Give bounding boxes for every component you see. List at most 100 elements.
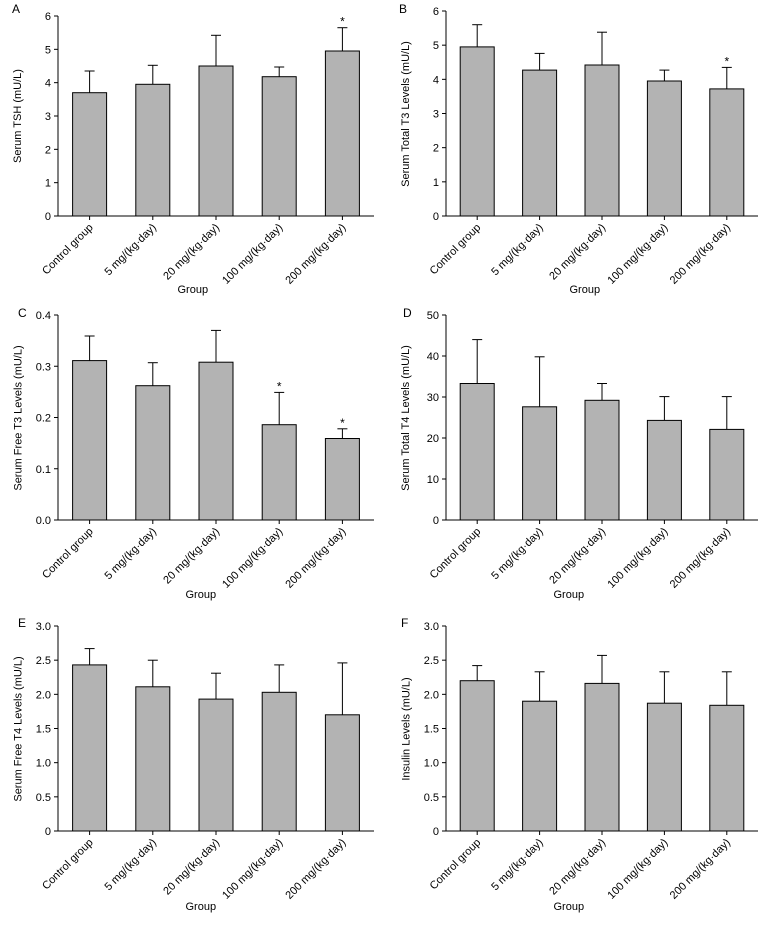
bar (709, 704, 745, 832)
y-tick-label: 0.1 (36, 464, 51, 476)
bar (646, 702, 682, 832)
x-tick-label: 5 mg/(kg·day) (102, 526, 158, 582)
panel-letter: A (12, 2, 21, 16)
bar (261, 424, 297, 521)
y-tick-label: 1 (433, 177, 439, 189)
bar (459, 680, 495, 832)
y-tick-label: 20 (427, 433, 439, 445)
panel-letter: F (401, 616, 409, 630)
y-tick-label: 30 (427, 392, 439, 404)
panel-letter: E (18, 616, 27, 630)
y-tick-label: 1.0 (424, 758, 439, 770)
bar-chart-a: Control group 5 mg/(kg·day) 20 mg/(kg·day)… (40, 11, 374, 287)
x-tick-label: 200 mg/(kg·day) (283, 222, 348, 287)
x-tick-label: 20 mg/(kg·day) (547, 837, 608, 898)
y-tick-label: 4 (433, 74, 439, 86)
y-tick-label: 6 (433, 6, 439, 18)
bar (198, 65, 234, 217)
bar (135, 385, 171, 521)
y-tick-label: 2.0 (36, 689, 51, 701)
y-tick-label: 3.0 (424, 621, 439, 633)
bar (522, 406, 558, 521)
y-tick-label: 50 (427, 310, 439, 322)
y-tick-label: 0 (45, 826, 51, 838)
x-tick-label: Control group (40, 837, 96, 893)
y-tick-label: 1.5 (36, 724, 51, 736)
significance-marker: * (340, 15, 345, 29)
x-axis-label: Group (553, 589, 585, 601)
bar (135, 83, 171, 217)
x-tick-label: Control group (428, 837, 484, 893)
panel-e: E Serum Free T4 Levels (mU/L) Group Cont… (0, 610, 384, 927)
bar (72, 360, 108, 521)
bar (459, 46, 495, 217)
bar (522, 69, 558, 217)
x-axis-label: Group (177, 284, 209, 296)
y-tick-label: 5 (433, 40, 439, 52)
panel-a: A Serum TSH (mU/L) Group Control group 5 … (0, 0, 384, 305)
x-tick-label: 100 mg/(kg·day) (605, 526, 670, 591)
bar (261, 691, 297, 832)
y-tick-label: 1.5 (424, 724, 439, 736)
y-tick-label: 0 (433, 211, 439, 223)
y-tick-label: 4 (45, 78, 51, 90)
x-tick-label: 5 mg/(kg·day) (102, 837, 158, 893)
y-tick-label: 1.0 (36, 758, 51, 770)
panel-letter: C (18, 306, 27, 320)
x-tick-label: 100 mg/(kg·day) (220, 837, 285, 902)
bar (522, 700, 558, 832)
y-tick-label: 10 (427, 474, 439, 486)
y-tick-label: 0.0 (36, 515, 51, 527)
x-tick-label: Control group (428, 526, 484, 582)
bar (709, 428, 745, 521)
bar (324, 714, 360, 832)
significance-marker: * (340, 416, 345, 430)
bar (646, 80, 682, 217)
y-tick-label: 0 (45, 211, 51, 223)
y-tick-label: 1 (45, 178, 51, 190)
panel-d: D Serum Total T4 Levels (mU/L) Group Con… (384, 305, 768, 610)
bar (261, 76, 297, 217)
significance-marker: * (277, 379, 282, 393)
x-tick-label: 100 mg/(kg·day) (220, 222, 285, 287)
x-tick-label: 20 mg/(kg·day) (161, 222, 222, 283)
bar-chart-c: Control group 5 mg/(kg·day) 20 mg/(kg·day)… (36, 310, 374, 591)
bar (646, 419, 682, 521)
x-tick-label: 100 mg/(kg·day) (220, 526, 285, 591)
bar (584, 399, 620, 521)
bar (72, 92, 108, 217)
y-tick-label: 40 (427, 351, 439, 363)
bar (324, 50, 360, 217)
x-tick-label: 20 mg/(kg·day) (161, 526, 222, 587)
panel-c: C Serum Free T3 Levels (mU/L) Group Cont… (0, 305, 384, 610)
y-tick-label: 0.2 (36, 413, 51, 425)
x-tick-label: 200 mg/(kg·day) (283, 837, 348, 902)
bar (324, 438, 360, 521)
x-tick-label: 5 mg/(kg·day) (489, 526, 545, 582)
x-tick-label: 20 mg/(kg·day) (547, 526, 608, 587)
x-tick-label: Control group (428, 222, 484, 278)
y-tick-label: 3 (433, 109, 439, 121)
bar (459, 383, 495, 521)
bar (709, 88, 745, 217)
bar-chart-e: Control group 5 mg/(kg·day) 20 mg/(kg·day)… (36, 621, 374, 902)
y-tick-label: 0.3 (36, 361, 51, 373)
y-tick-label: 3 (45, 111, 51, 123)
y-tick-label: 2.0 (424, 689, 439, 701)
x-tick-label: 5 mg/(kg·day) (102, 222, 158, 278)
panel-letter: D (403, 306, 412, 320)
bar (198, 698, 234, 832)
bar (135, 686, 171, 832)
panel-f: F Insulin Levels (mU/L) Group Control gr… (384, 610, 768, 927)
bar (584, 682, 620, 832)
x-axis-label: Group (569, 284, 601, 296)
x-tick-label: 200 mg/(kg·day) (668, 526, 733, 591)
bar-chart-f: Control group 5 mg/(kg·day) 20 mg/(kg·day)… (424, 621, 758, 902)
y-tick-label: 3.0 (36, 621, 51, 633)
x-tick-label: 5 mg/(kg·day) (489, 837, 545, 893)
y-tick-label: 0 (433, 515, 439, 527)
x-tick-label: 20 mg/(kg·day) (161, 837, 222, 898)
bar-chart-d: Control group 5 mg/(kg·day) 20 mg/(kg·day)… (427, 310, 758, 591)
panel-letter: B (399, 2, 408, 16)
